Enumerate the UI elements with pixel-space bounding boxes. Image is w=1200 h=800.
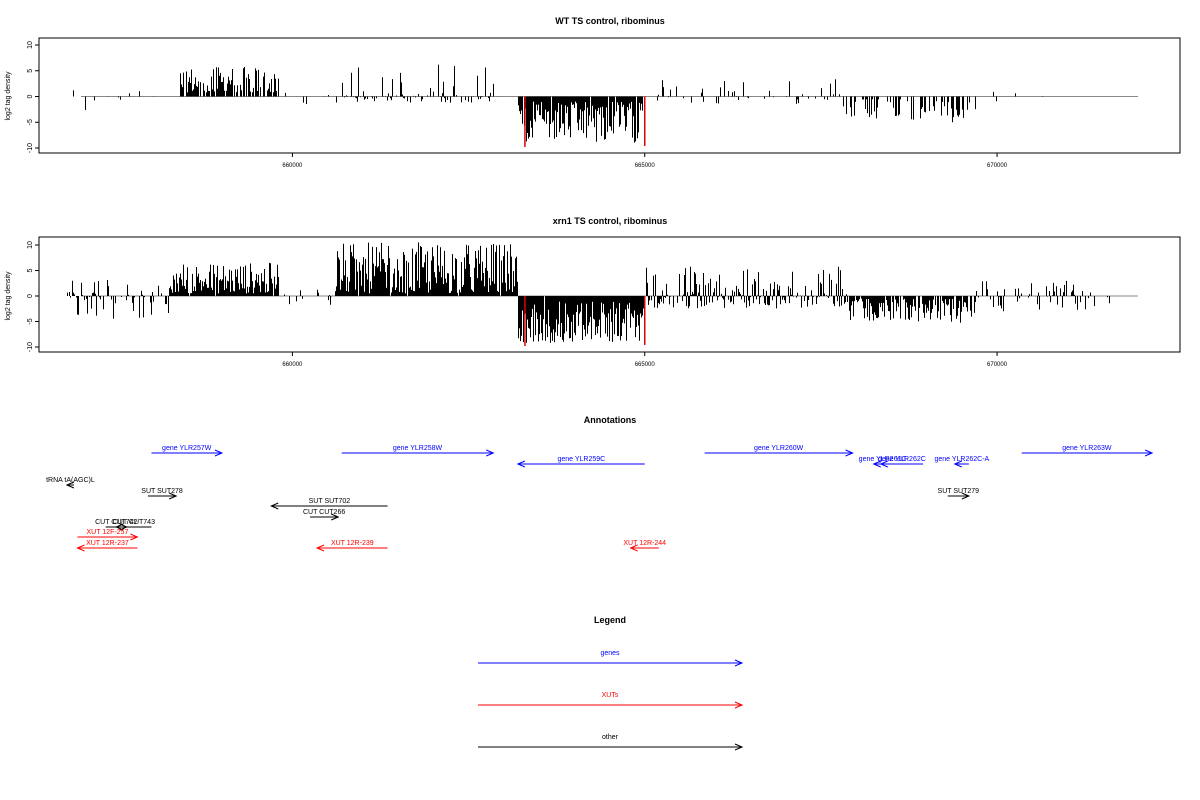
y-tick-label: 10 bbox=[27, 241, 34, 249]
feature-label: XUT 12R-237 bbox=[86, 540, 129, 547]
annotation-feature: CUT CUT266 bbox=[303, 509, 345, 521]
arrowhead bbox=[214, 449, 224, 457]
panel-wt: WT TS control, ribominus log2 tag densit… bbox=[5, 16, 1181, 169]
annotation-feature: SUT SUT279 bbox=[938, 488, 980, 500]
feature-label: SUT SUT279 bbox=[938, 488, 980, 495]
arrowhead bbox=[734, 659, 744, 667]
legend-item: genes bbox=[478, 650, 744, 667]
annotation-items: gene YLR257W gene YLR258W gene YLR259C gene… bbox=[46, 445, 1154, 552]
arrowhead bbox=[879, 460, 888, 468]
arrowhead bbox=[119, 523, 129, 531]
arrowhead bbox=[516, 460, 526, 468]
annotation-feature: gene YLR260W bbox=[704, 445, 854, 457]
feature-label: gene YLR257W bbox=[162, 445, 212, 452]
feature-label: XUT 12F-257 bbox=[86, 529, 128, 536]
arrowhead bbox=[269, 502, 279, 510]
legend-title: Legend bbox=[594, 615, 626, 625]
feature-label: CUT CUT266 bbox=[303, 509, 345, 516]
feature-label: XUT 12R-244 bbox=[623, 540, 666, 547]
legend: Legend genes XUTs other bbox=[478, 615, 744, 751]
y-axis-label: log2 tag density bbox=[5, 71, 12, 121]
bar-group bbox=[73, 64, 1138, 147]
feature-label: gene YLR262C bbox=[878, 456, 926, 463]
feature-label: gene YLR261C bbox=[859, 456, 907, 463]
x-tick-label: 660000 bbox=[282, 163, 303, 169]
annotations-track: Annotations gene YLR257W gene YLR258Wgene… bbox=[46, 415, 1154, 552]
annotation-feature: gene YLR259C bbox=[516, 456, 645, 468]
arrowhead bbox=[953, 460, 962, 468]
y-tick-label: -5 bbox=[27, 318, 34, 324]
feature-label: gene YLR258W bbox=[393, 445, 443, 452]
y-tick-label: 0 bbox=[27, 294, 34, 298]
y-tick-label: 5 bbox=[27, 268, 34, 272]
legend-items: genes XUTs other bbox=[478, 650, 744, 751]
arrowhead bbox=[734, 743, 744, 751]
feature-label: gene YLR263W bbox=[1062, 445, 1112, 452]
annotation-feature: XUT 12R-237 bbox=[76, 540, 138, 552]
chart-title: WT TS control, ribominus bbox=[555, 16, 665, 26]
annotation-feature: gene YLR257W bbox=[151, 445, 224, 457]
axes: -10 -5 0 5 10 660000 665000 670000 bbox=[27, 241, 1008, 368]
annotation-feature: XUT 12R-239 bbox=[315, 540, 388, 552]
legend-label: other bbox=[602, 734, 619, 741]
x-tick-label: 665000 bbox=[635, 163, 656, 169]
arrowhead bbox=[629, 544, 638, 552]
x-tick-label: 665000 bbox=[635, 362, 656, 368]
feature-label: SUT SUT702 bbox=[309, 498, 351, 505]
feature-label: gene YLR259C bbox=[557, 456, 605, 463]
arrowhead bbox=[872, 460, 881, 468]
axes: -10 -5 0 5 10 660000 665000 670000 bbox=[27, 41, 1008, 169]
panel-xrn1: xrn1 TS control, ribominus log2 tag dens… bbox=[5, 216, 1181, 368]
annotation-feature: gene YLR258W bbox=[341, 445, 495, 457]
arrowhead bbox=[486, 449, 495, 457]
feature-label: CUT CUT742 bbox=[95, 519, 137, 526]
feature-label: tRNA tA(AGC)L bbox=[46, 477, 95, 484]
annotation-feature: gene YLR262C-A bbox=[934, 456, 990, 468]
y-tick-label: 0 bbox=[27, 94, 34, 98]
y-tick-label: -5 bbox=[27, 119, 34, 125]
arrowhead bbox=[1144, 449, 1154, 457]
x-tick-label: 670000 bbox=[987, 163, 1008, 169]
annotation-feature: gene YLR263W bbox=[1021, 445, 1154, 457]
arrowhead bbox=[168, 492, 178, 500]
bar-group bbox=[67, 242, 1138, 346]
annotations-title: Annotations bbox=[584, 415, 637, 425]
x-tick-label: 660000 bbox=[282, 362, 303, 368]
arrowhead bbox=[734, 701, 744, 709]
y-tick-label: -10 bbox=[27, 342, 34, 352]
arrowhead bbox=[65, 481, 75, 489]
annotation-feature: SUT SUT278 bbox=[141, 488, 183, 500]
feature-label: gene YLR262C-A bbox=[934, 456, 989, 463]
arrowhead bbox=[130, 533, 139, 541]
legend-label: XUTs bbox=[602, 692, 619, 699]
legend-item: XUTs bbox=[478, 692, 744, 709]
legend-item: other bbox=[478, 734, 744, 751]
plot-frame bbox=[38, 37, 1181, 154]
feature-label: SUT SUT278 bbox=[141, 488, 183, 495]
y-tick-label: 5 bbox=[27, 69, 34, 73]
arrowhead bbox=[961, 492, 971, 500]
arrowhead bbox=[76, 544, 85, 552]
arrowhead bbox=[315, 544, 325, 552]
annotation-feature: SUT SUT702 bbox=[269, 498, 388, 510]
y-axis-label: log2 tag density bbox=[5, 271, 12, 321]
feature-label: gene YLR260W bbox=[754, 445, 804, 452]
y-tick-label: -10 bbox=[27, 143, 34, 153]
feature-label: CUT CUT743 bbox=[113, 519, 155, 526]
legend-label: genes bbox=[600, 650, 620, 657]
x-tick-label: 670000 bbox=[987, 362, 1008, 368]
arrowhead bbox=[331, 513, 340, 521]
chart-title: xrn1 TS control, ribominus bbox=[553, 216, 668, 226]
feature-label: XUT 12R-239 bbox=[331, 540, 374, 547]
annotation-feature: tRNA tA(AGC)L bbox=[46, 477, 95, 489]
plot-frame bbox=[38, 236, 1181, 353]
annotation-feature: XUT 12R-244 bbox=[623, 540, 666, 552]
annotation-feature: gene YLR262C bbox=[878, 456, 926, 468]
annotation-feature: XUT 12F-257 bbox=[77, 529, 139, 541]
annotation-feature: CUT CUT742 bbox=[95, 519, 137, 531]
y-tick-label: 10 bbox=[27, 41, 34, 49]
arrowhead bbox=[845, 449, 854, 457]
